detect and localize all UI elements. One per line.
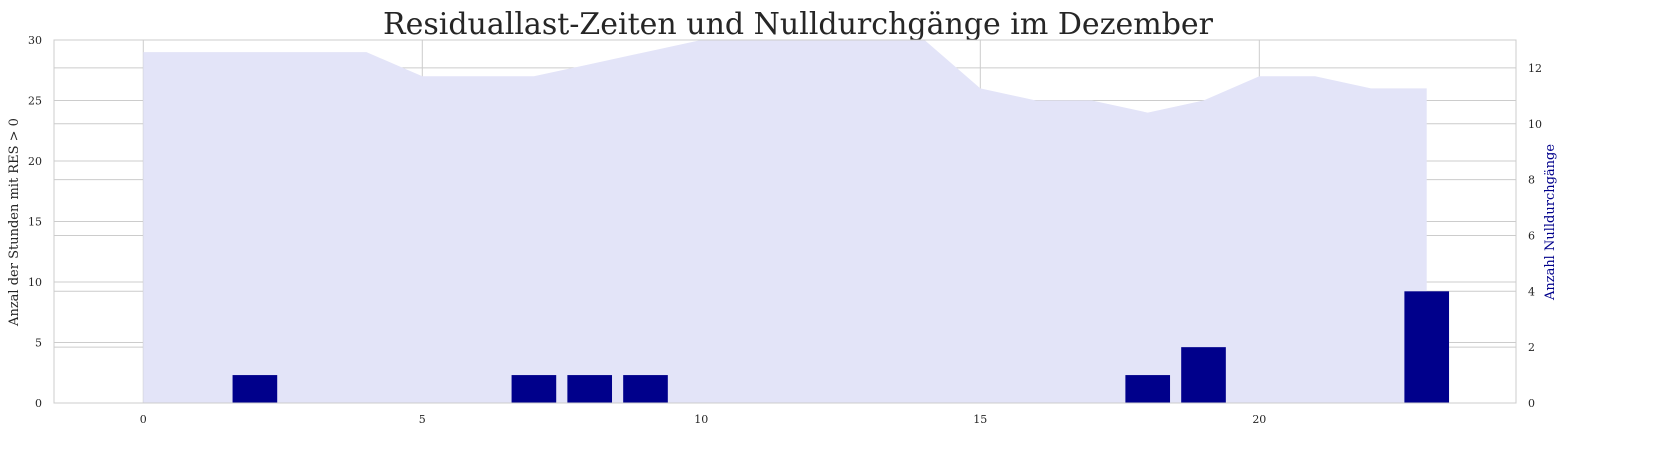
x-tick-label: 0 [140, 413, 147, 426]
y-right-tick-label: 0 [1528, 397, 1535, 410]
x-tick-label: 20 [1252, 413, 1266, 426]
plot-frame [53, 39, 1517, 404]
y-left-tick-label: 25 [28, 95, 42, 108]
y-right-tick-label: 10 [1528, 118, 1542, 131]
y-axis-right-label: Anzahl Nulldurchgänge [1543, 144, 1558, 301]
y-right-tick-label: 12 [1528, 62, 1542, 75]
y-axis-left-ticks: 0 5 10 15 20 25 30 [28, 34, 42, 410]
y-left-tick-label: 10 [28, 276, 42, 289]
y-left-tick-label: 15 [28, 216, 42, 229]
x-axis-ticks: 0 5 10 15 20 [140, 413, 1267, 426]
bar [623, 375, 668, 403]
area-layer [143, 40, 1427, 403]
chart-title: Residuallast-Zeiten und Nulldurchgänge i… [383, 7, 1214, 42]
bar [1125, 375, 1171, 403]
y-right-tick-label: 4 [1528, 285, 1535, 298]
y-right-tick-label: 2 [1528, 341, 1535, 354]
bar [232, 375, 278, 403]
area-series [143, 40, 1427, 403]
y-right-tick-label: 8 [1528, 174, 1535, 187]
bar [1404, 291, 1450, 403]
bar [1181, 347, 1226, 403]
y-left-tick-label: 20 [28, 155, 42, 168]
y-axis-right-ticks: 0 2 4 6 8 10 12 [1528, 62, 1542, 410]
x-tick-label: 15 [973, 413, 987, 426]
x-tick-label: 10 [694, 413, 708, 426]
y-axis-left-label: Anzal der Stunden mit RES > 0 [7, 118, 22, 327]
y-left-tick-label: 5 [35, 337, 42, 350]
y-left-tick-label: 0 [35, 397, 42, 410]
y-left-tick-label: 30 [28, 34, 42, 47]
x-tick-label: 5 [419, 413, 426, 426]
y-right-tick-label: 6 [1528, 229, 1535, 242]
bar-layer [232, 291, 1450, 403]
bar [567, 375, 613, 403]
bar [511, 375, 557, 403]
